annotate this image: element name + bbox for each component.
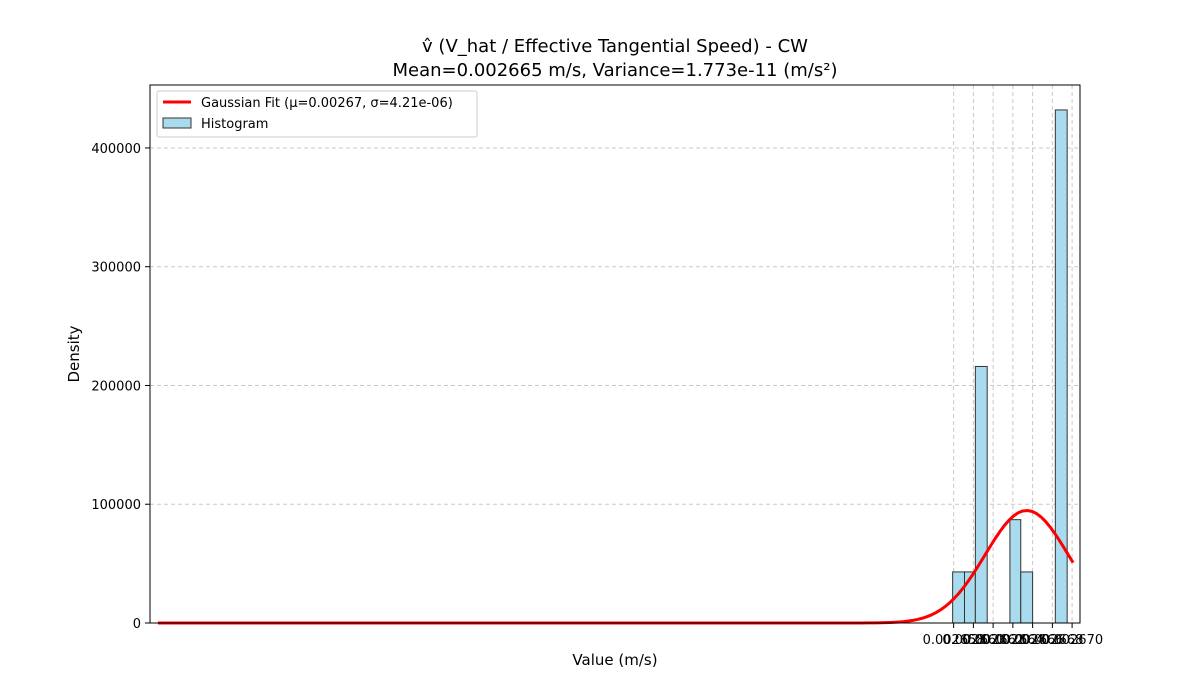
plot-area-frame <box>149 84 1081 624</box>
histogram-bar <box>1020 571 1034 624</box>
y-tick-label: 400000 <box>91 142 141 157</box>
legend-histogram-label: Histogram <box>201 117 268 132</box>
x-axis-ticks: 0.0026580.0026600.0026620.0026640.002666… <box>923 623 1103 648</box>
x-tick-label: 0.002668 <box>1021 633 1083 648</box>
x-tick-label: 0.002670 <box>1041 633 1103 648</box>
histogram-bar <box>974 365 988 624</box>
legend-gaussian-label: Gaussian Fit (μ=0.00267, σ=4.21e-06) <box>201 96 453 111</box>
y-tick-label: 200000 <box>91 379 141 394</box>
y-tick-label: 300000 <box>91 261 141 276</box>
grid-lines <box>150 85 1080 623</box>
gaussian-curve-layer <box>157 508 1075 625</box>
y-tick-label: 0 <box>133 617 141 632</box>
legend-box <box>156 90 478 138</box>
y-axis-ticks: 0 100000 200000 300000 400000 <box>91 142 150 632</box>
x-tick-label: 0.002666 <box>1002 633 1064 648</box>
chart-subtitle: Mean=0.002665 m/s, Variance=1.773e-11 (m… <box>393 60 838 81</box>
x-tick-label: 0.002664 <box>982 633 1044 648</box>
x-tick-label: 0.002662 <box>962 633 1024 648</box>
x-tick-label: 0.002660 <box>942 633 1004 648</box>
y-axis-label: Density <box>65 325 83 382</box>
legend-histogram-swatch <box>162 117 192 129</box>
legend: Gaussian Fit (μ=0.00267, σ=4.21e-06) His… <box>156 90 478 138</box>
histogram-bars <box>952 109 1068 624</box>
histogram-bar <box>1009 519 1022 624</box>
x-axis-label: Value (m/s) <box>572 651 657 669</box>
y-tick-label: 100000 <box>91 498 141 513</box>
chart-title: v̂ (V_hat / Effective Tangential Speed) … <box>422 36 808 57</box>
gaussian-fit-curve <box>157 508 1075 625</box>
x-tick-label: 0.002658 <box>923 633 985 648</box>
